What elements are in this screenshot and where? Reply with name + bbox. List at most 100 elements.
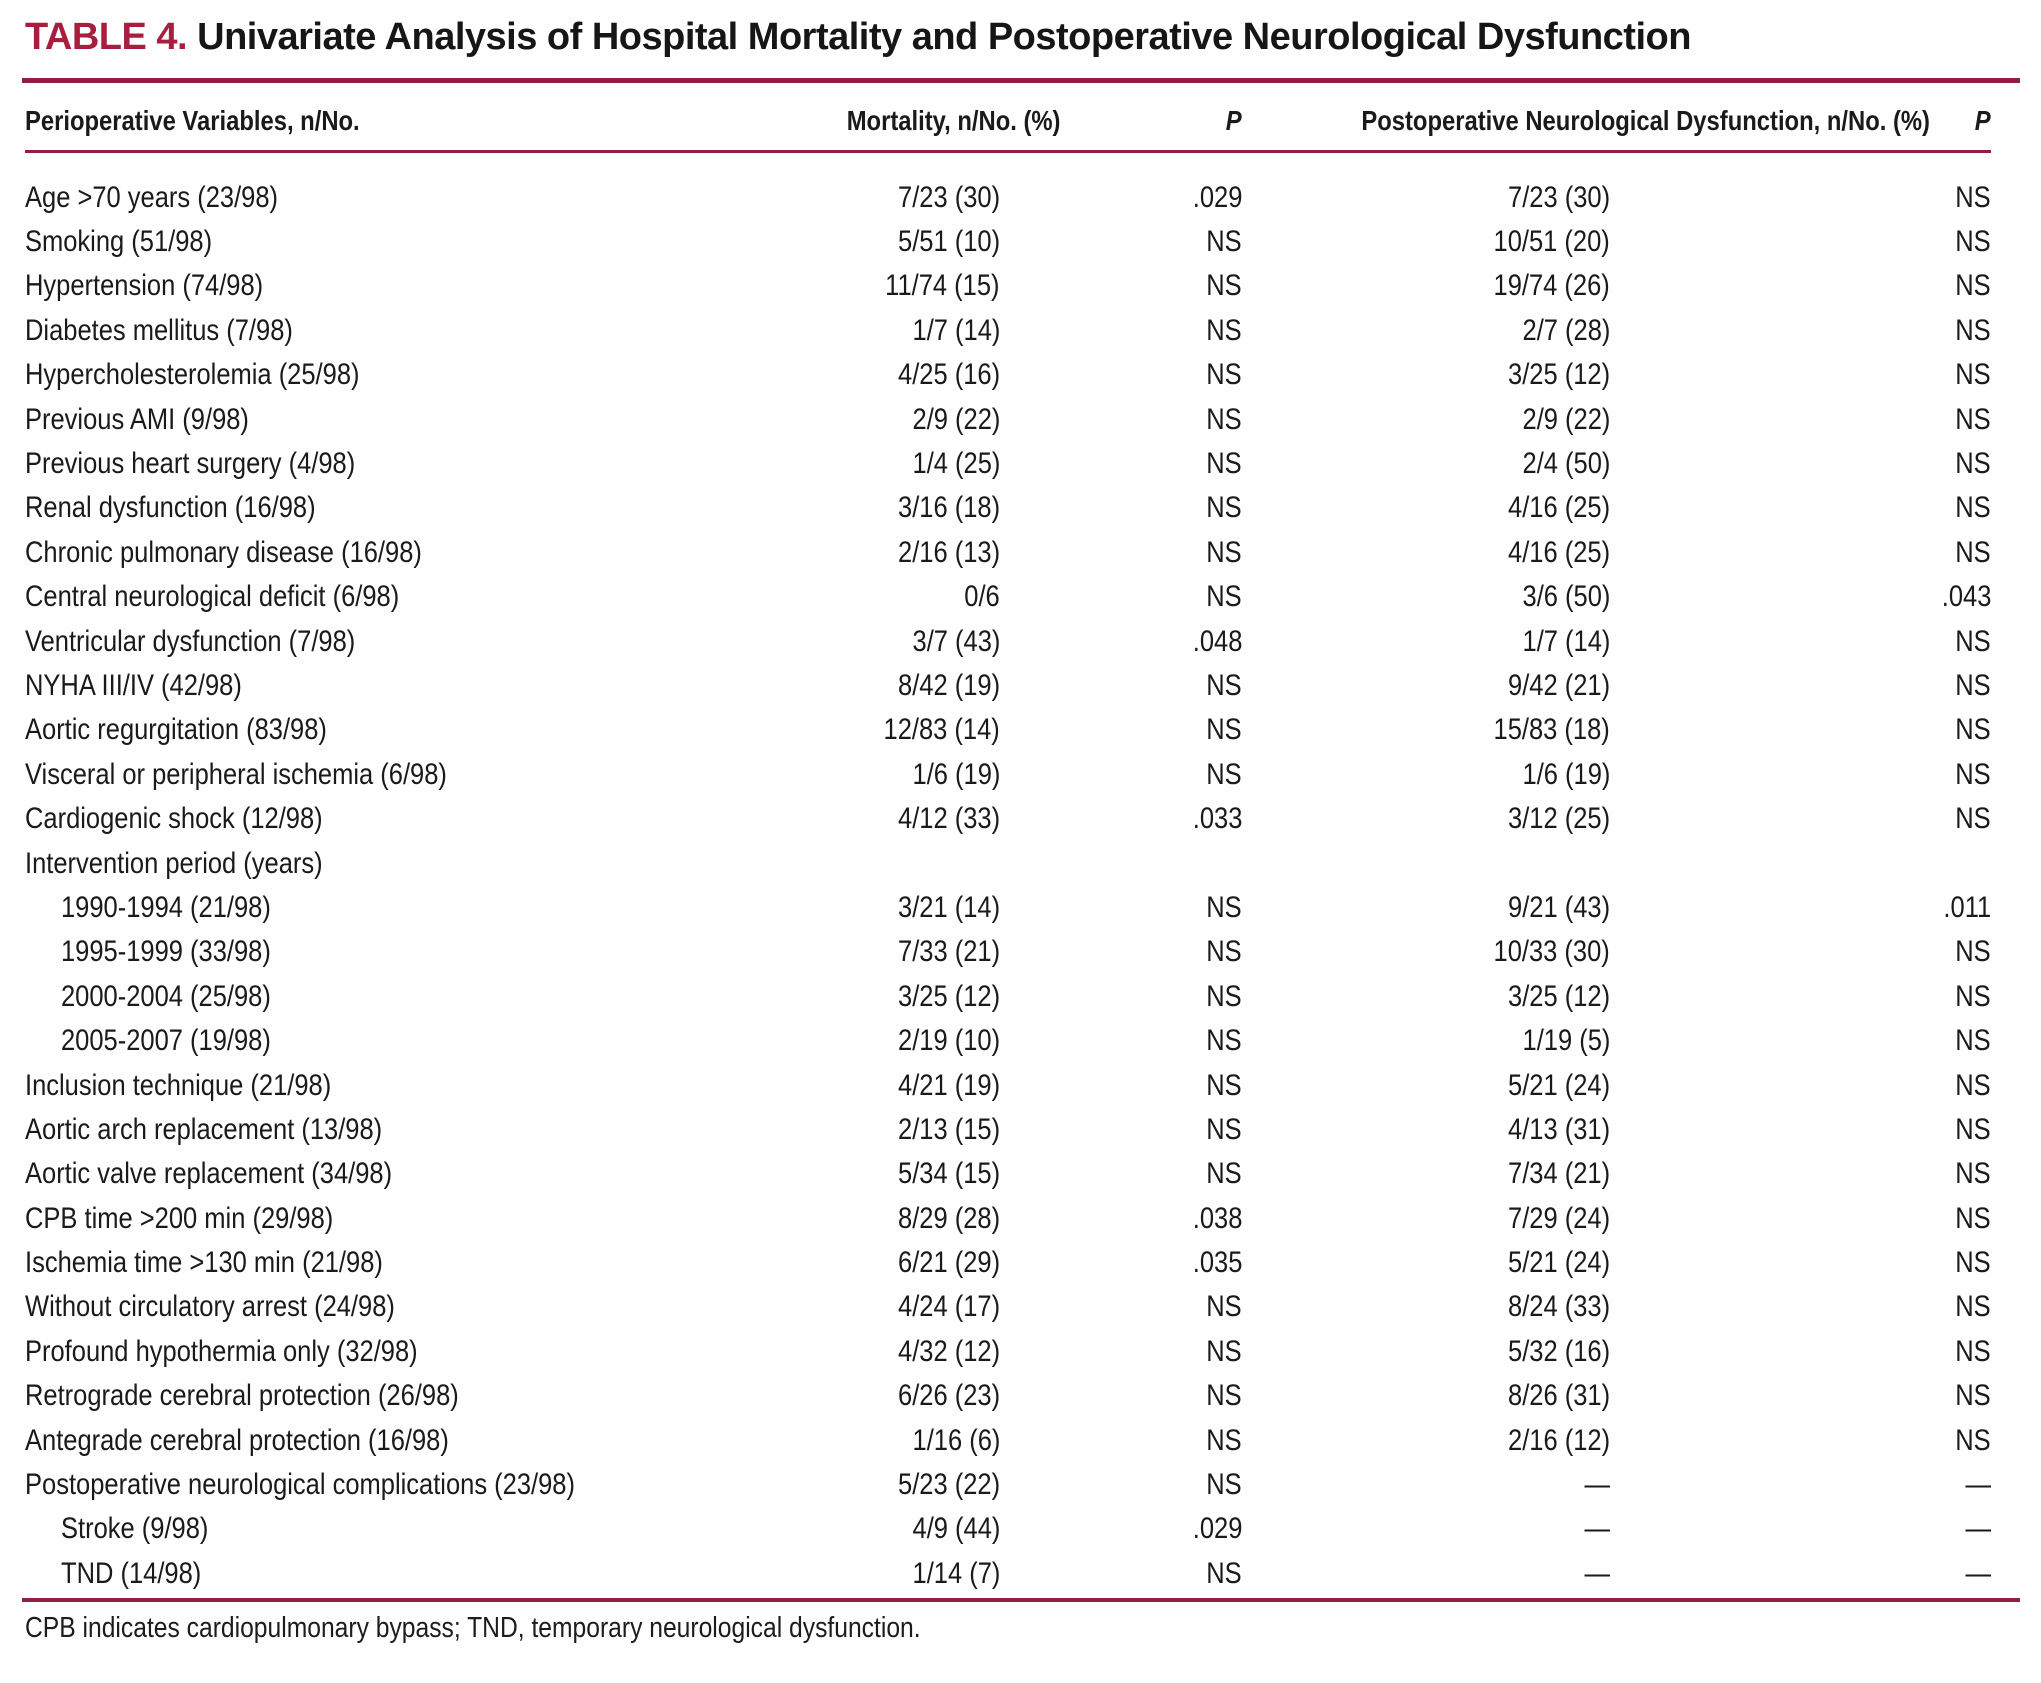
cell-text: 5/21 (24) — [1507, 1068, 1610, 1102]
cell-text: NS — [1955, 1068, 1991, 1102]
cell-text: NS — [1206, 935, 1242, 969]
cell-p-mortality: NS — [1060, 397, 1250, 441]
cell-text: NS — [1955, 269, 1991, 303]
cell-p-pnd: — — [1930, 1552, 1992, 1596]
cell-mortality: 4/32 (12) — [625, 1330, 1060, 1374]
column-header-mortality: Mortality, n/No. (%) — [625, 92, 1060, 153]
cell-p-pnd: NS — [1930, 797, 1991, 841]
cell-mortality: 3/21 (14) — [625, 886, 1060, 930]
cell-text: NS — [1206, 580, 1242, 614]
cell-p-pnd: NS — [1930, 442, 1991, 486]
cell-pnd: 9/42 (21) — [1250, 664, 1930, 708]
cell-text: Central neurological deficit (6/98) — [25, 580, 400, 614]
cell-variable: Aortic valve replacement (34/98) — [25, 1152, 625, 1196]
cell-p-mortality: NS — [1060, 1374, 1250, 1418]
cell-variable: Inclusion technique (21/98) — [25, 1063, 625, 1107]
cell-pnd: 4/16 (25) — [1250, 531, 1930, 575]
cell-p-mortality: NS — [1060, 1019, 1250, 1063]
cell-text: NS — [1955, 402, 1991, 436]
cell-variable: TND (14/98) — [25, 1552, 625, 1596]
cell-p-mortality: NS — [1060, 1285, 1250, 1329]
cell-p-mortality — [1060, 841, 1250, 885]
cell-p-pnd: NS — [1930, 1418, 1991, 1462]
cell-p-pnd: NS — [1930, 1152, 1991, 1196]
cell-text: NS — [1955, 180, 1991, 214]
cell-mortality: 5/34 (15) — [625, 1152, 1060, 1196]
cell-text: 2/16 (12) — [1507, 1423, 1610, 1457]
cell-mortality: 4/12 (33) — [625, 797, 1060, 841]
table-row: 2005-2007 (19/98) 2/19 (10) NS 1/19 (5) NS — [25, 1019, 1991, 1063]
cell-text: NS — [1206, 535, 1242, 569]
cell-pnd: 19/74 (26) — [1250, 264, 1930, 308]
table-footnote: CPB indicates cardiopulmonary bypass; TN… — [25, 1608, 2016, 1648]
cell-text: TND (14/98) — [61, 1556, 202, 1590]
cell-text: NS — [1955, 1379, 1991, 1413]
cell-text: NS — [1206, 491, 1242, 525]
cell-mortality: 12/83 (14) — [625, 708, 1060, 752]
cell-variable: 1990-1994 (21/98) — [25, 886, 625, 930]
cell-variable: Ischemia time >130 min (21/98) — [25, 1241, 625, 1285]
cell-text: 3/21 (14) — [897, 890, 1000, 924]
cell-text: 1/6 (19) — [912, 757, 1000, 791]
cell-text: NS — [1955, 1112, 1991, 1146]
cell-p-mortality: NS — [1060, 1552, 1250, 1596]
cell-p-mortality: NS — [1060, 1463, 1250, 1507]
cell-text: — — [1584, 1468, 1611, 1502]
cell-text: 15/83 (18) — [1493, 713, 1610, 747]
cell-p-pnd: NS — [1930, 1241, 1991, 1285]
cell-text: NS — [1955, 668, 1991, 702]
cell-mortality: 2/13 (15) — [625, 1108, 1060, 1152]
cell-p-mortality: NS — [1060, 442, 1250, 486]
column-header-label: P — [1226, 105, 1242, 136]
table-row: Aortic arch replacement (13/98) 2/13 (15)… — [25, 1108, 1991, 1152]
cell-variable: Previous heart surgery (4/98) — [25, 442, 625, 486]
cell-variable: Age >70 years (23/98) — [25, 176, 625, 220]
cell-p-mortality: NS — [1060, 1418, 1250, 1462]
table-row: Ischemia time >130 min (21/98) 6/21 (29).… — [25, 1241, 1991, 1285]
cell-variable: Antegrade cerebral protection (16/98) — [25, 1418, 625, 1462]
cell-p-pnd: NS — [1930, 1019, 1991, 1063]
header-row: Perioperative Variables, n/No. Mortality… — [25, 92, 1991, 153]
cell-mortality: 1/16 (6) — [625, 1418, 1060, 1462]
cell-p-mortality: NS — [1060, 930, 1250, 974]
cell-pnd: 3/12 (25) — [1250, 797, 1930, 841]
table-row: TND (14/98) 1/14 (7) NS — — — [25, 1552, 1991, 1596]
cell-text: NS — [1955, 1290, 1991, 1324]
cell-text: 9/21 (43) — [1507, 890, 1610, 924]
cell-p-pnd: NS — [1930, 1196, 1991, 1240]
data-table: Perioperative Variables, n/No. Mortality… — [25, 92, 1991, 1596]
cell-p-mortality: NS — [1060, 264, 1250, 308]
cell-text: .029 — [1192, 180, 1242, 214]
cell-pnd: 8/24 (33) — [1250, 1285, 1930, 1329]
cell-p-mortality: NS — [1060, 353, 1250, 397]
cell-p-mortality: .048 — [1060, 619, 1250, 663]
cell-text: 7/33 (21) — [897, 935, 1000, 969]
cell-text: NS — [1955, 447, 1991, 481]
cell-variable: Profound hypothermia only (32/98) — [25, 1330, 625, 1374]
table-row: Postoperative neurological complications… — [25, 1463, 1991, 1507]
cell-text: .011 — [1943, 890, 1991, 924]
cell-text: Renal dysfunction (16/98) — [25, 491, 316, 525]
cell-text: — — [1965, 1468, 1992, 1502]
cell-p-pnd: NS — [1930, 753, 1991, 797]
cell-pnd: 2/7 (28) — [1250, 309, 1930, 353]
cell-text: 5/23 (22) — [897, 1468, 1000, 1502]
cell-text: NS — [1206, 1379, 1242, 1413]
footnote-text: CPB indicates cardiopulmonary bypass; TN… — [25, 1612, 921, 1644]
cell-text: 8/42 (19) — [897, 668, 1000, 702]
cell-p-mortality: NS — [1060, 575, 1250, 619]
table-row: Chronic pulmonary disease (16/98) 2/16 (1… — [25, 531, 1991, 575]
cell-text: 2/4 (50) — [1522, 447, 1610, 481]
cell-mortality: 4/21 (19) — [625, 1063, 1060, 1107]
cell-text: 3/6 (50) — [1522, 580, 1610, 614]
cell-text: NS — [1955, 713, 1991, 747]
cell-text: NS — [1206, 358, 1242, 392]
cell-text: .033 — [1192, 802, 1242, 836]
cell-mortality: 0/6 — [625, 575, 1060, 619]
cell-text: NS — [1955, 1423, 1991, 1457]
cell-text: NS — [1206, 757, 1242, 791]
cell-mortality: 5/23 (22) — [625, 1463, 1060, 1507]
bottom-rule-divider — [22, 1598, 2020, 1602]
cell-mortality: 7/33 (21) — [625, 930, 1060, 974]
